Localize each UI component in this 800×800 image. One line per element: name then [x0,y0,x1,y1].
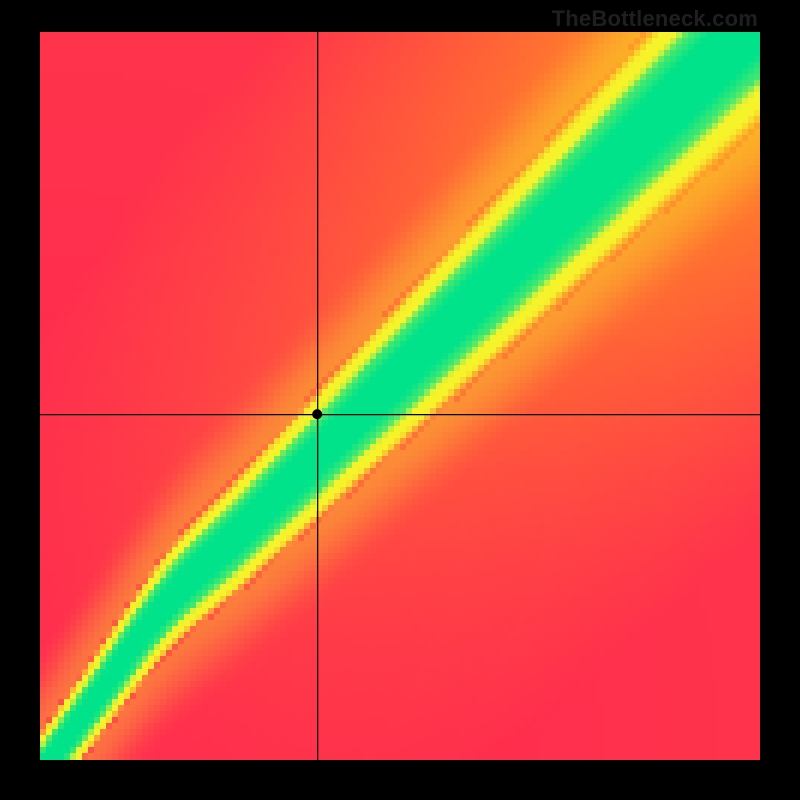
crosshair-overlay [40,32,760,760]
chart-frame: TheBottleneck.com [0,0,800,800]
watermark-text: TheBottleneck.com [552,6,758,32]
